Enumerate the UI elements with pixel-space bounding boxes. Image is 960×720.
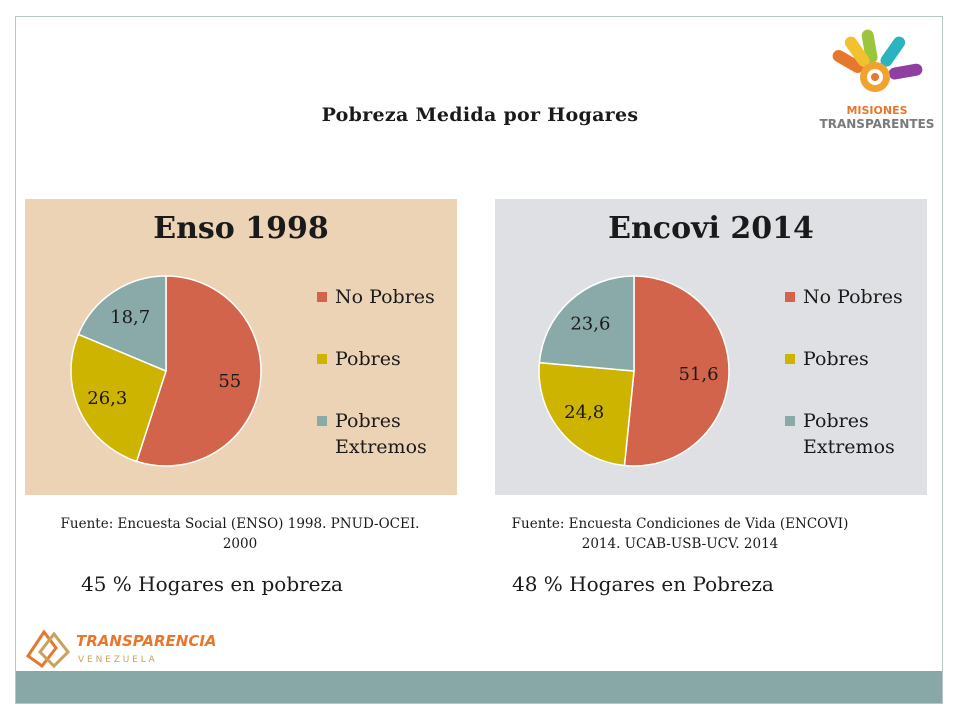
pie-chart-enso-1998: 55 26,3 18,7 — [70, 275, 262, 467]
pie-data-label: 18,7 — [110, 307, 150, 328]
transparencia-logo-text-2: V E N E Z U E L A — [78, 655, 156, 665]
transparencia-logo-text-1: TRANSPARENCIA — [76, 632, 217, 650]
legend-label: No Pobres — [335, 286, 435, 308]
pie-slice-pobres-extremos — [77, 275, 167, 373]
source-line: 2000 — [222, 536, 258, 552]
pie-slice-pobres-extremos — [538, 275, 635, 372]
summary-right: 48 % Hogares en Pobreza — [512, 572, 774, 596]
legend-item-pobres-extremos: Pobres Extremos — [317, 408, 467, 460]
legend-item-pobres: Pobres — [317, 346, 467, 372]
pie-slice-no-pobres — [135, 275, 262, 467]
legend-swatch — [785, 292, 795, 302]
pie-data-label: 26,3 — [87, 388, 127, 409]
pie-data-label: 24,8 — [564, 402, 604, 423]
chart-panel-enso-1998: Enso 1998 55 26,3 18,7 No Pobres Pobres Po… — [25, 199, 457, 495]
slide-title: Pobreza Medida por Hogares — [321, 104, 639, 126]
transparencia-venezuela-logo: TRANSPARENCIA V E N E Z U E L A — [22, 622, 222, 670]
summary-left: 45 % Hogares en pobreza — [81, 572, 343, 596]
legend-label: Pobres — [803, 348, 869, 370]
legend-swatch — [785, 354, 795, 364]
source-line: Fuente: Encuesta Social (ENSO) 1998. PNU… — [60, 516, 420, 532]
pie-slice-no-pobres — [623, 275, 730, 467]
legend-item-no-pobres: No Pobres — [317, 284, 467, 310]
pie-data-label: 23,6 — [570, 313, 610, 334]
legend-item-no-pobres: No Pobres — [785, 284, 935, 310]
legend-label: Extremos — [803, 436, 895, 458]
chart-title: Encovi 2014 — [608, 211, 814, 246]
legend-label: Pobres — [335, 348, 401, 370]
source-line: 2014. UCAB-USB-UCV. 2014 — [581, 536, 779, 552]
pie-chart-encovi-2014: 51,6 24,8 23,6 — [538, 275, 730, 467]
source-line: Fuente: Encuesta Condiciones de Vida (EN… — [511, 516, 849, 532]
misiones-logo-text-1: MISIONES — [846, 104, 907, 117]
chart-panel-encovi-2014: Encovi 2014 51,6 24,8 23,6 No Pobres Pobre… — [495, 199, 927, 495]
pie-slice-pobres — [538, 361, 635, 467]
legend-swatch — [317, 354, 327, 364]
chart-legend: No Pobres Pobres Pobres Extremos — [785, 284, 935, 460]
slide-frame — [15, 16, 943, 704]
source-note-left: Fuente: Encuesta Social (ENSO) 1998. PNU… — [30, 514, 450, 554]
legend-label: Extremos — [335, 436, 427, 458]
pie-data-label: 51,6 — [678, 364, 718, 385]
legend-swatch — [785, 416, 795, 426]
legend-item-pobres: Pobres — [785, 346, 935, 372]
bottom-band — [16, 671, 942, 703]
legend-item-pobres-extremos: Pobres Extremos — [785, 408, 935, 460]
chart-legend: No Pobres Pobres Pobres Extremos — [317, 284, 467, 460]
source-note-right: Fuente: Encuesta Condiciones de Vida (EN… — [470, 514, 890, 554]
legend-label: Pobres — [803, 410, 869, 432]
chart-title: Enso 1998 — [153, 211, 329, 246]
pie-data-label: 55 — [218, 371, 241, 392]
legend-label: Pobres — [335, 410, 401, 432]
legend-label: No Pobres — [803, 286, 903, 308]
legend-swatch — [317, 292, 327, 302]
misiones-transparentes-logo: MISIONES TRANSPARENTES — [815, 20, 945, 135]
misiones-logo-text-2: TRANSPARENTES — [820, 117, 935, 131]
pie-slice-pobres — [70, 333, 167, 463]
legend-swatch — [317, 416, 327, 426]
